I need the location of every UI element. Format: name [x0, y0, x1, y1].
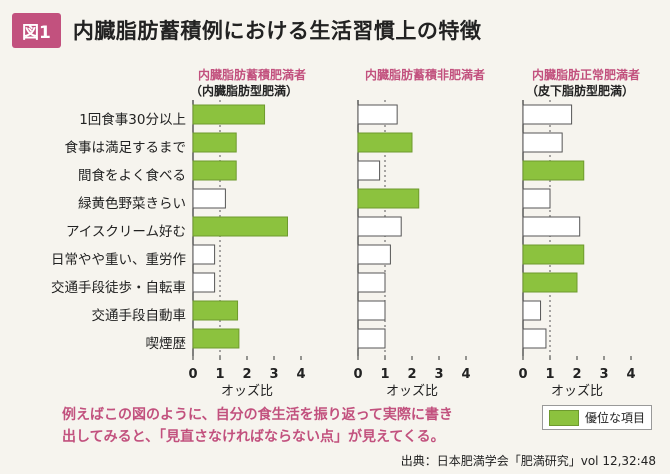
panel-2-bar	[357, 272, 386, 293]
panel-1-bar	[192, 104, 266, 125]
panel-3-bar	[522, 244, 585, 265]
x-tick-label: 4	[296, 367, 305, 382]
panel-1-bar	[192, 216, 288, 237]
panel-2-bar	[357, 188, 420, 209]
row-label: 交通手段自動車	[91, 308, 187, 324]
row-label: 食事は満足するまで	[64, 140, 187, 156]
row-label: 日常やや重い、重労作	[51, 252, 186, 268]
panel-1-bar	[192, 188, 226, 209]
x-tick-label: 2	[242, 367, 251, 382]
x-tick-label: 0	[518, 367, 527, 382]
row-label: 緑黄色野菜きらい	[78, 196, 186, 212]
x-axis-label: オッズ比	[221, 383, 273, 399]
panel-2-bar	[357, 132, 413, 153]
panel-1-bar	[192, 244, 216, 265]
panel-3-bar	[522, 300, 542, 321]
panel-3-subtitle: （皮下脂肪型肥満）	[526, 84, 635, 98]
source-citation: 出典：日本肥満学会「肥満研究」vol 12,32:48	[400, 454, 656, 468]
row-label: アイスクリーム好む	[65, 224, 186, 240]
x-tick-label: 3	[434, 367, 443, 382]
panel-3-bar	[522, 328, 547, 349]
panel-2-bar	[357, 244, 391, 265]
panel-3-bar	[522, 104, 573, 125]
panel-1-bar	[192, 132, 237, 153]
panel-1-bar	[192, 160, 237, 181]
x-tick-label: 0	[353, 367, 362, 382]
panel-2-bar	[357, 328, 386, 349]
panel-2-bar	[357, 300, 386, 321]
x-tick-label: 3	[269, 367, 278, 382]
x-tick-label: 1	[380, 367, 389, 382]
x-tick-label: 4	[461, 367, 470, 382]
panel-2-title: 内臓脂肪蓄積非肥満者	[365, 68, 486, 82]
annotation-note: 例えばこの図のように、自分の食生活を振り返って実際に書き 出してみると、「見直さ…	[62, 404, 453, 448]
x-tick-label: 2	[572, 367, 581, 382]
panel-3-bar	[522, 132, 563, 153]
row-label: 1回食事30分以上	[79, 112, 186, 128]
panel-1-bar	[192, 272, 216, 293]
x-tick-label: 3	[599, 367, 608, 382]
panel-3-bar	[522, 216, 581, 237]
panel-1-bar	[192, 300, 239, 321]
panel-2-bar	[357, 160, 381, 181]
x-tick-label: 1	[215, 367, 224, 382]
x-tick-label: 1	[545, 367, 554, 382]
panel-3-title: 内臓脂肪正常肥満者	[532, 68, 641, 82]
header: 図1 内臓脂肪蓄積例における生活習慣上の特徴	[12, 12, 481, 48]
legend: 優位な項目	[542, 405, 653, 430]
chart-title: 内臓脂肪蓄積例における生活習慣上の特徴	[72, 19, 482, 43]
panel-1-subtitle: （内臓脂肪型肥満）	[190, 84, 299, 98]
x-tick-label: 0	[188, 367, 197, 382]
panel-2-bar	[357, 216, 402, 237]
legend-swatch	[549, 409, 579, 426]
row-label: 交通手段徒歩・自転車	[51, 280, 186, 296]
legend-label: 優位な項目	[585, 411, 646, 425]
note-line-1: 例えばこの図のように、自分の食生活を振り返って実際に書き	[62, 407, 453, 423]
x-tick-label: 2	[407, 367, 416, 382]
x-axis-label: オッズ比	[551, 383, 603, 399]
row-label: 喫煙歴	[145, 336, 187, 352]
panel-3-bar	[522, 188, 551, 209]
note-line-2: 出してみると、「見直さなければならない点」が見えてくる。	[62, 429, 445, 445]
panel-3-bar	[522, 272, 578, 293]
figure-badge: 図1	[12, 12, 61, 48]
row-label: 間食をよく食べる	[78, 168, 186, 184]
panel-2-bar	[357, 104, 398, 125]
x-tick-label: 4	[626, 367, 635, 382]
x-axis-label: オッズ比	[386, 383, 438, 399]
panel-3-bar	[522, 160, 585, 181]
panel-1-bar	[192, 328, 240, 349]
panel-1-title: 内臓脂肪蓄積肥満者	[198, 68, 307, 82]
